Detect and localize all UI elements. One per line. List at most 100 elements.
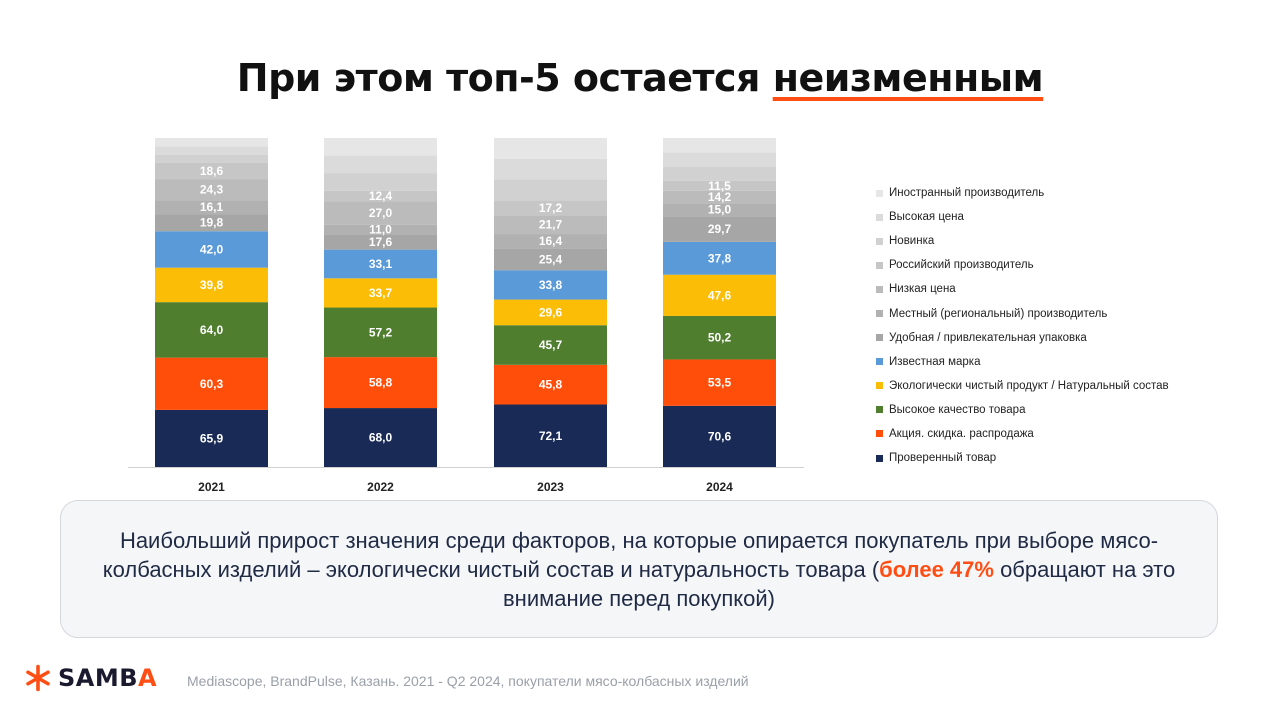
data-label-2021-акция-скидка-распродажа: 60,3 <box>200 377 224 391</box>
legend-label: Низкая цена <box>889 283 956 296</box>
bar-segment-2022-проверенный-товар <box>324 408 437 467</box>
data-label-2022-высокое-качество-товара: 57,2 <box>369 325 393 339</box>
legend-swatch <box>876 430 883 438</box>
legend-label: Российский производитель <box>889 259 1034 272</box>
bar-segment-2021-местный-региональный-производитель <box>155 200 268 215</box>
data-label-2021-проверенный-товар: 65,9 <box>200 431 224 445</box>
legend-swatch <box>876 358 883 366</box>
bar-segment-2024-акция-скидка-распродажа <box>663 359 776 406</box>
legend-label: Новинка <box>889 235 935 248</box>
insight-text: Наибольший прирост значения среди фактор… <box>101 526 1177 613</box>
bar-segment-2021-российский-производитель <box>155 162 268 180</box>
bar-segment-2022-удобная-привлекательная-упаковка <box>324 234 437 250</box>
bar-segment-2024-российский-производитель <box>663 180 776 191</box>
data-label-2024-удобная-привлекательная-упаковка: 29,7 <box>708 222 732 236</box>
legend-swatch <box>876 310 883 318</box>
bar-segment-2021-удобная-привлекательная-упаковка <box>155 214 268 232</box>
bar-segment-2024-удобная-привлекательная-упаковка <box>663 216 776 242</box>
bar-segment-2022-высокое-качество-товара <box>324 307 437 358</box>
chart-legend: Иностранный производитель Высокая цена Нов… <box>876 181 1169 470</box>
data-label-2024-высокое-качество-товара: 50,2 <box>708 331 732 345</box>
bar-segment-2023-удобная-привлекательная-упаковка <box>494 248 607 271</box>
bar-segment-2021-проверенный-товар <box>155 409 268 467</box>
bar-segment-2023-местный-региональный-производитель <box>494 234 607 249</box>
data-label-2023-экологически-чистый-продукт-натуральный-состав: 29,6 <box>539 305 563 319</box>
bar-segment-2022-российский-производитель <box>324 190 437 202</box>
legend-swatch <box>876 382 883 390</box>
bar-segment-2024-unlabeled-3 <box>663 138 776 153</box>
source-note: Mediascope, BrandPulse, Казань. 2021 - Q… <box>187 673 749 689</box>
legend-swatch <box>876 189 883 197</box>
bar-segment-2024-низкая-цена <box>663 190 776 204</box>
bar-segment-2023-российский-производитель <box>494 200 607 216</box>
insight-text-before: Наибольший прирост значения среди фактор… <box>102 527 1159 582</box>
page-title: При этом топ-5 остается неизменным <box>0 56 1280 100</box>
data-label-2022-местный-региональный-производитель: 11,0 <box>369 223 392 237</box>
legend-item-низкая-цена: Низкая цена <box>876 277 1169 301</box>
legend-swatch <box>876 285 883 293</box>
data-label-2021-российский-производитель: 18,6 <box>200 164 224 178</box>
data-label-2024-проверенный-товар: 70,6 <box>708 429 732 443</box>
data-label-2024-российский-производитель: 11,5 <box>708 179 731 193</box>
bar-segment-2023-акция-скидка-распродажа <box>494 364 607 405</box>
legend-item-удобная-привлекательная-упаковка: Удобная / привлекательная упаковка <box>876 326 1169 350</box>
legend-item-новинка: Новинка <box>876 229 1169 253</box>
data-label-2021-экологически-чистый-продукт-натуральный-состав: 39,8 <box>200 278 224 292</box>
data-label-2023-высокое-качество-товара: 45,7 <box>539 338 563 352</box>
bar-segment-2021-известная-марка <box>155 231 268 268</box>
legend-item-известная-марка: Известная марка <box>876 350 1169 374</box>
bar-segment-2023-высокое-качество-товара <box>494 325 607 365</box>
bar-segment-2024-известная-марка <box>663 241 776 275</box>
bar-segment-2023-экологически-чистый-продукт-натуральный-состав <box>494 299 607 326</box>
data-label-2023-акция-скидка-распродажа: 45,8 <box>539 378 563 392</box>
legend-label: Удобная / привлекательная упаковка <box>889 331 1087 344</box>
category-label-2024: 2024 <box>706 480 733 494</box>
legend-label: Проверенный товар <box>889 452 997 465</box>
data-label-2021-местный-региональный-производитель: 16,1 <box>200 200 224 214</box>
asterisk-icon <box>26 664 50 692</box>
data-label-2024-низкая-цена: 14,2 <box>708 190 732 204</box>
bar-segment-2021-акция-скидка-распродажа <box>155 357 268 410</box>
bar-segment-2024-проверенный-товар <box>663 405 776 467</box>
bar-segment-2022-unlabeled-3 <box>324 138 437 156</box>
title-accent: неизменным <box>772 56 1044 100</box>
bar-segment-2024-unlabeled-1 <box>663 166 776 181</box>
bar-segment-2021-низкая-цена <box>155 179 268 201</box>
insight-text-after: обращают на это внимание перед покупкой) <box>502 556 1176 611</box>
brand-name-main: SAMB <box>58 664 139 692</box>
bar-segment-2024-экологически-чистый-продукт-натуральный-состав <box>663 274 776 316</box>
insight-highlight: более 47% <box>879 556 994 582</box>
legend-swatch <box>876 406 883 414</box>
bar-segment-2022-известная-марка <box>324 249 437 279</box>
data-label-2023-низкая-цена: 21,7 <box>539 218 563 232</box>
bar-segment-2023-известная-марка <box>494 270 607 300</box>
data-label-2024-акция-скидка-распродажа: 53,5 <box>708 376 732 390</box>
data-label-2022-акция-скидка-распродажа: 58,8 <box>369 376 393 390</box>
bar-segment-2022-экологически-чистый-продукт-натуральный-состав <box>324 278 437 308</box>
legend-item-высокое-качество-товара: Высокое качество товара <box>876 398 1169 422</box>
data-label-2022-проверенный-товар: 68,0 <box>369 431 393 445</box>
bar-segment-2023-проверенный-товар <box>494 404 607 467</box>
data-label-2021-известная-марка: 42,0 <box>200 242 224 256</box>
category-label-2023: 2023 <box>537 480 564 494</box>
legend-swatch <box>876 213 883 221</box>
bar-segment-2021-unlabeled-2 <box>155 146 268 155</box>
legend-swatch <box>876 454 883 462</box>
category-label-2022: 2022 <box>367 480 394 494</box>
bar-segment-2023-unlabeled-2 <box>494 158 607 180</box>
bar-segment-2023-unlabeled-1 <box>494 179 607 201</box>
bar-segment-2022-unlabeled-2 <box>324 155 437 174</box>
legend-label: Иностранный производитель <box>889 187 1045 200</box>
data-label-2024-экологически-чистый-продукт-натуральный-состав: 47,6 <box>708 288 732 302</box>
bar-segment-2024-местный-региональный-производитель <box>663 203 776 217</box>
brand-name: SAMBA <box>58 664 157 692</box>
bar-segment-2024-unlabeled-2 <box>663 152 776 167</box>
insight-callout: Наибольший прирост значения среди фактор… <box>60 500 1218 638</box>
bar-segment-2021-экологически-чистый-продукт-натуральный-состав <box>155 267 268 303</box>
data-label-2022-удобная-привлекательная-упаковка: 17,6 <box>369 235 393 249</box>
legend-swatch <box>876 261 883 269</box>
data-label-2023-российский-производитель: 17,2 <box>539 201 563 215</box>
bar-segment-2021-высокое-качество-товара <box>155 302 268 358</box>
legend-item-экологически-чистый-продукт-натуральный-состав: Экологически чистый продукт / Натуральны… <box>876 374 1169 398</box>
bar-segment-2022-unlabeled-1 <box>324 173 437 191</box>
